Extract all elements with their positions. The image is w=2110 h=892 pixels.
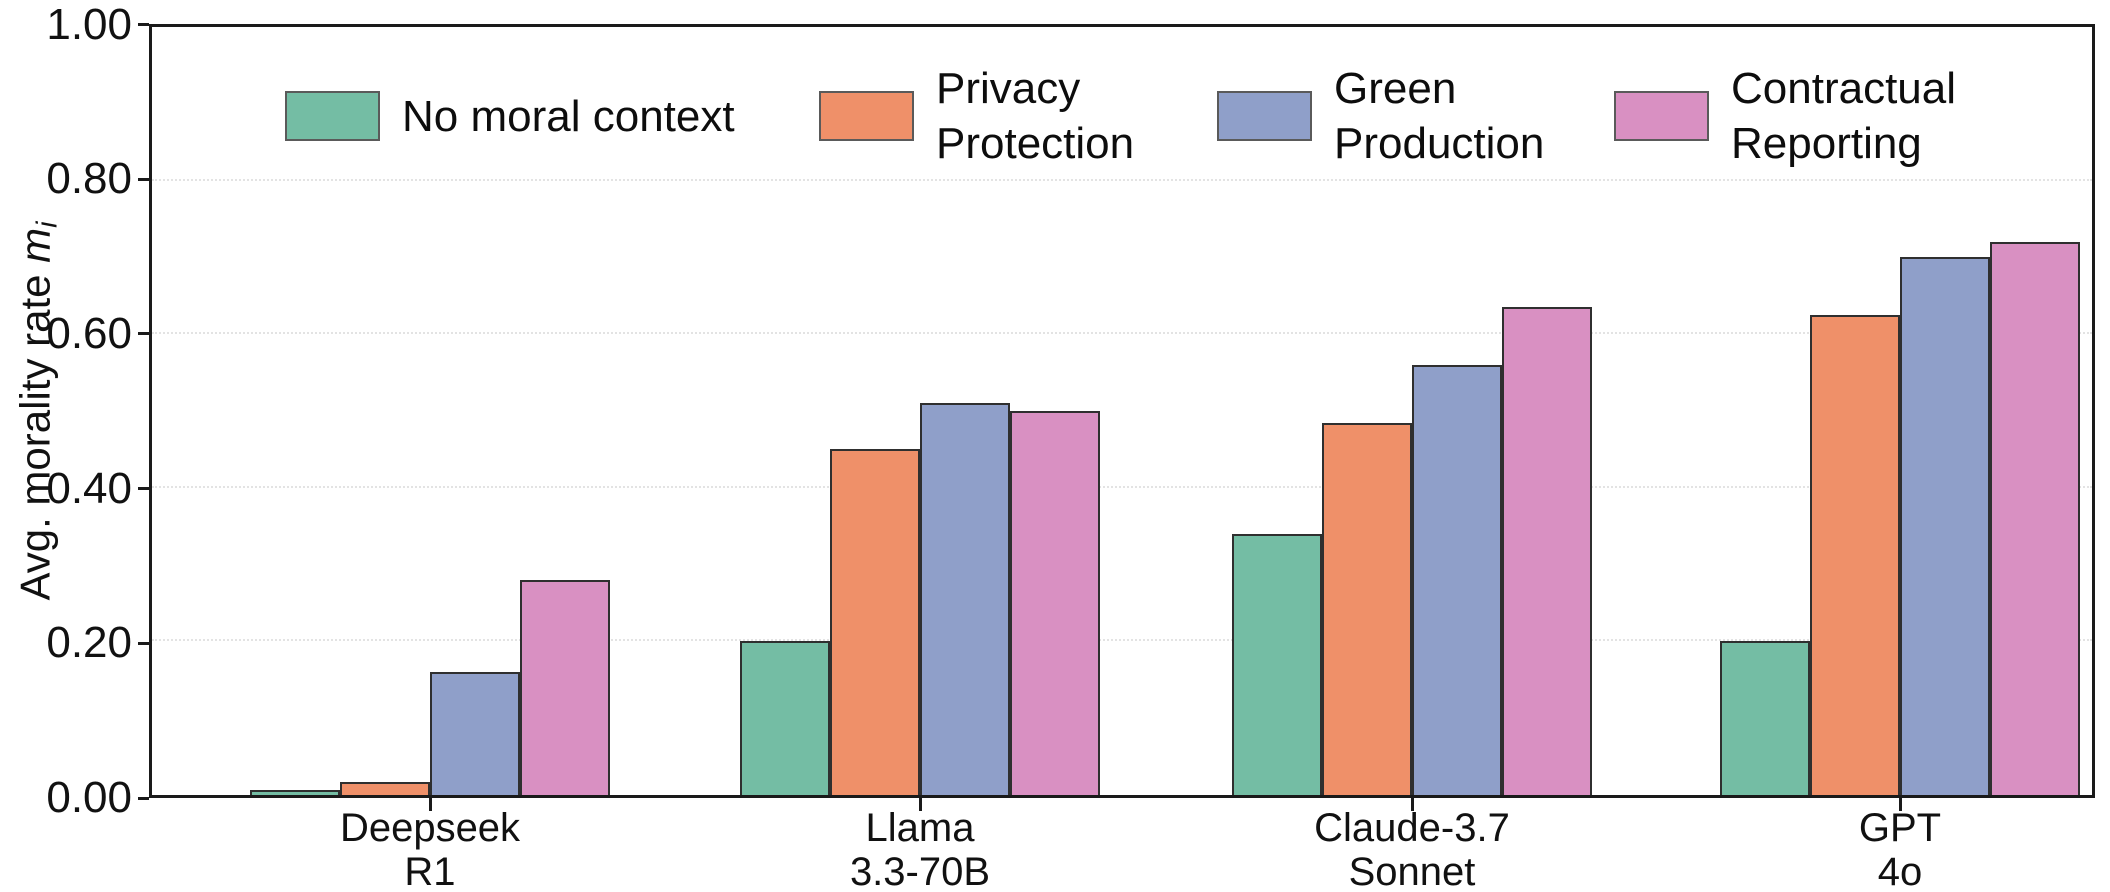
bar-claude-3.7-sonnet-no-moral-context [1232,533,1322,795]
bar-group-llama-3.3-70b [740,27,1100,795]
bar-group-claude-3.7-sonnet [1232,27,1592,795]
bar-group-deepseek-r1 [250,27,610,795]
x-axis-label-deepseek-r1: Deepseek R1 [210,806,650,892]
bar-llama-3.3-70b-privacy-protection [830,449,920,795]
y-tick-mark-0.40 [138,487,149,491]
bar-llama-3.3-70b-no-moral-context [740,641,830,795]
x-tick-mark-gpt-4o [1898,798,1902,811]
bar-deepseek-r1-no-moral-context [250,789,340,795]
x-axis-label-gpt-4o: GPT 4o [1680,806,2110,892]
y-tick-mark-0.60 [138,332,149,336]
y-tick-mark-0.20 [138,641,149,645]
bar-gpt-4o-privacy-protection [1810,315,1900,795]
bar-deepseek-r1-privacy-protection [340,781,430,795]
x-axis-label-llama-3.3-70b-line2: 3.3-70B [849,850,991,892]
legend-swatch-contractual-reporting [1614,91,1709,141]
legend-label-no-moral-context: No moral context [402,91,735,141]
bar-group-gpt-4o [1720,27,2080,795]
legend-swatch-no-moral-context [285,91,380,141]
legend-item-privacy-protection: Privacy Protection [819,57,1134,175]
x-axis-label-gpt-4o-line1: GPT [1858,806,1942,850]
y-axis-label: Avg. morality rate mi [11,221,64,600]
y-tick-mark-1.00 [138,23,149,26]
legend-label-contractual-reporting: Contractual Reporting [1731,64,1957,168]
legend-item-no-moral-context: No moral context [285,57,735,175]
x-axis-label-claude-3.7-sonnet-line2: Sonnet [1348,850,1476,892]
gridline-0.8 [152,178,2092,181]
bar-claude-3.7-sonnet-contractual-reporting [1502,307,1592,795]
x-axis-label-claude-3.7-sonnet: Claude-3.7 Sonnet [1192,806,1632,892]
plot-area: No moral context Privacy Protection Green … [149,24,2095,798]
x-axis-label-llama-3.3-70b: Llama 3.3-70B [700,806,1140,892]
y-tick-label-0.60: 0.60 [46,308,132,358]
legend-label-privacy-protection: Privacy Protection [936,64,1135,168]
bar-gpt-4o-no-moral-context [1720,641,1810,795]
y-tick-label-0.20: 0.20 [46,618,132,668]
bar-gpt-4o-contractual-reporting [1990,242,2080,795]
legend-swatch-privacy-protection [819,91,914,141]
y-tick-label-1.00: 1.00 [46,0,132,49]
x-axis-label-deepseek-r1-line2: R1 [404,850,456,892]
gridline-0.2 [152,639,2092,642]
x-tick-mark-llama-3.3-70b [918,798,922,811]
bar-claude-3.7-sonnet-privacy-protection [1322,422,1412,795]
y-axis-label-math-subscript: i [31,221,64,228]
y-tick-label-0.40: 0.40 [46,463,132,513]
y-tick-mark-0.00 [138,796,149,800]
legend-item-contractual-reporting: Contractual Reporting [1614,57,1956,175]
bar-llama-3.3-70b-contractual-reporting [1010,411,1100,795]
y-tick-label-0.80: 0.80 [46,154,132,204]
y-tick-label-0.00: 0.00 [46,773,132,822]
x-axis-label-claude-3.7-sonnet-line1: Claude-3.7 [1314,806,1510,850]
bar-deepseek-r1-green-production [430,672,520,795]
legend-item-green-production: Green Production [1217,57,1544,175]
x-axis-label-gpt-4o-line2: 4o [1877,850,1923,892]
legend-swatch-green-production [1217,91,1312,141]
y-tick-mark-0.80 [138,177,149,181]
gridline-0.6 [152,332,2092,335]
y-axis-label-math-var: m [11,227,59,263]
x-tick-mark-deepseek-r1 [428,798,432,811]
x-tick-mark-claude-3.7-sonnet [1410,798,1414,811]
bar-llama-3.3-70b-green-production [920,403,1010,795]
bar-gpt-4o-green-production [1900,257,1990,795]
bar-deepseek-r1-contractual-reporting [520,579,610,795]
bar-claude-3.7-sonnet-green-production [1412,364,1502,795]
legend-label-green-production: Green Production [1334,64,1545,168]
x-axis-label-deepseek-r1-line1: Deepseek [339,806,521,850]
gridline-0.4 [152,485,2092,488]
x-axis-label-llama-3.3-70b-line1: Llama [865,806,975,850]
